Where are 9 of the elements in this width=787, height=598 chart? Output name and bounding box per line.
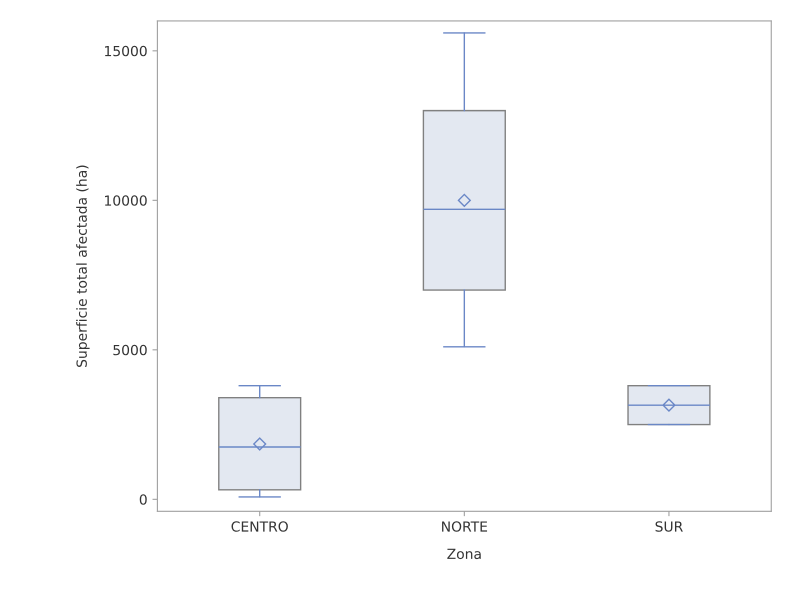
y-axis-title: Superficie total afectada (ha)	[76, 166, 90, 367]
x-tick-label: CENTRO	[232, 521, 288, 532]
y-tick-label: 10000	[105, 195, 147, 206]
y-tick-label: 15000	[105, 46, 147, 56]
x-tick-label: NORTE	[442, 521, 488, 532]
x-axis-title: Zona	[447, 548, 481, 560]
y-tick-label: 0	[140, 494, 147, 505]
y-tick-label: 5000	[113, 344, 147, 356]
x-tick-label: SUR	[656, 521, 683, 532]
